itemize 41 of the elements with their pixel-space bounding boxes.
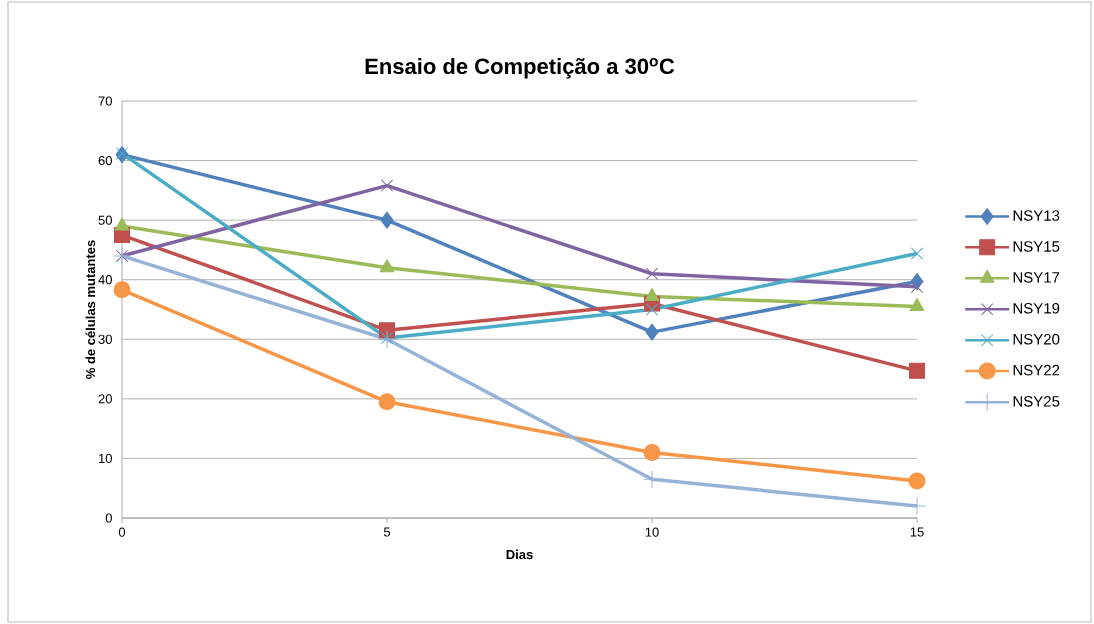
y-tick-label: 50 <box>98 215 112 225</box>
legend-label: NSY17 <box>1013 272 1060 283</box>
x-tick-label: 10 <box>645 527 659 537</box>
point <box>380 331 394 345</box>
y-axis-title: % de células mutantes <box>85 240 96 379</box>
x-axis-title: Dias <box>506 549 533 560</box>
legend-label: NSY19 <box>1013 303 1060 314</box>
legend-label: NSY25 <box>1013 396 1060 407</box>
y-tick-label: 70 <box>98 96 112 106</box>
legend-label: NSY15 <box>1013 241 1060 252</box>
y-tick-label: 0 <box>105 513 112 523</box>
y-tick-label: 30 <box>98 334 112 344</box>
point <box>378 330 397 349</box>
point <box>910 280 924 294</box>
point <box>645 267 659 280</box>
point <box>909 362 926 379</box>
legend-label: NSY22 <box>1013 364 1060 376</box>
point <box>380 179 394 192</box>
point <box>379 259 395 273</box>
point <box>643 443 661 461</box>
x-tick-label: 15 <box>910 527 924 537</box>
y-tick-label: 10 <box>99 453 112 464</box>
legend-label: NSY13 <box>1013 210 1060 221</box>
point <box>380 211 394 229</box>
point <box>115 147 129 160</box>
y-tick-label: 60 <box>98 155 112 166</box>
y-tick-label: 40 <box>98 275 112 285</box>
point <box>645 323 659 341</box>
y-tick-label: 20 <box>98 394 112 404</box>
x-tick-label: 0 <box>118 527 126 537</box>
point <box>645 303 659 316</box>
point <box>114 217 130 231</box>
x-tick-label: 5 <box>383 527 391 537</box>
legend-label: NSY20 <box>1013 333 1060 345</box>
point <box>910 247 924 260</box>
point <box>909 298 925 312</box>
point <box>378 393 396 411</box>
point <box>643 470 662 489</box>
chart-title: Ensaio de Competição a 30$^{o}$C <box>365 57 675 79</box>
point <box>908 472 926 490</box>
point <box>113 281 131 299</box>
